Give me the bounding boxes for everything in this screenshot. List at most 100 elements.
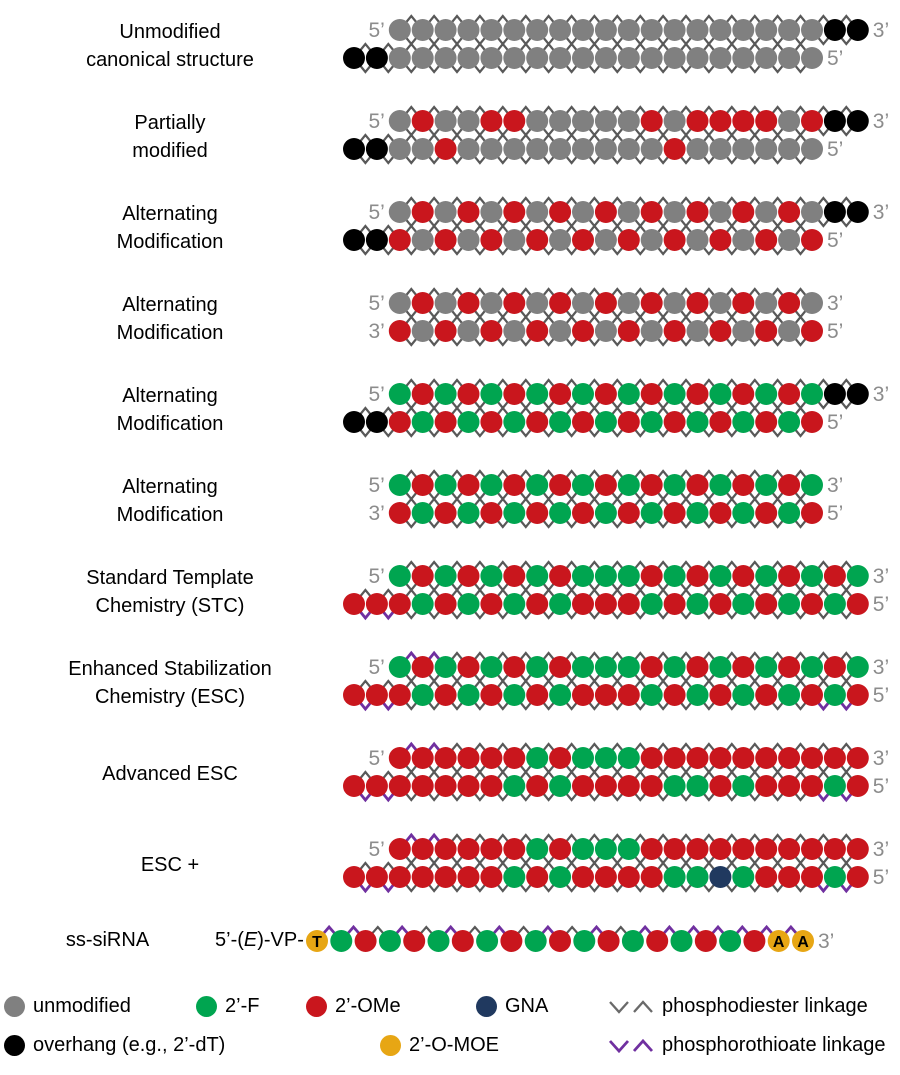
legend: unmodified 2’-F 2’-OMe GNA phosphodiester li…	[0, 975, 900, 1075]
nucleotide-circle	[617, 565, 640, 587]
nucleotide-circle	[434, 474, 457, 496]
duplex-diagram: 5’3’3’5’	[343, 105, 889, 165]
nucleotide-circle	[572, 747, 594, 769]
nucleotide-circle	[457, 138, 480, 160]
nucleotide-circle	[686, 775, 709, 797]
nucleotide-circle	[594, 502, 617, 524]
nucleotide-circle	[663, 47, 686, 69]
nucleotide-circle	[549, 656, 572, 678]
nucleotide-circle	[755, 502, 778, 524]
nucleotide-circle	[801, 656, 823, 678]
nucleotide-circle	[778, 201, 801, 223]
nucleotide-circle	[330, 930, 353, 952]
nucleotide-circle	[755, 565, 778, 587]
row-label-line: Alternating	[122, 475, 218, 498]
nucleotide-circle	[778, 138, 801, 160]
row-label-line: ESC +	[140, 853, 200, 876]
nucleotide-circle	[388, 838, 411, 860]
nucleotide-circle	[480, 201, 503, 223]
nucleotide-circle	[434, 383, 457, 405]
nucleotide-circle	[709, 684, 732, 706]
nucleotide-circle	[572, 19, 594, 41]
nucleotide-circle	[778, 320, 801, 342]
row-label: Alternating Modification	[0, 455, 340, 546]
nucleotide-circle	[686, 292, 709, 314]
terminal-label: 5’	[368, 110, 384, 133]
duplex-diagram: 5’3’3’5’	[343, 832, 889, 894]
nucleotide-circle	[709, 411, 732, 433]
nucleotide-circle	[594, 747, 617, 769]
nucleotide-circle	[503, 684, 526, 706]
nucleotide-circle	[663, 201, 686, 223]
nucleotide-circle	[823, 656, 846, 678]
nucleotide-circle	[549, 593, 572, 615]
nucleotide-circle	[663, 747, 686, 769]
duplex-diagram: 5’3’3’5’	[343, 650, 889, 712]
row-label: Alternating Modification	[0, 273, 340, 364]
nucleotide-circle	[640, 201, 663, 223]
row-label-line: Modification	[116, 412, 224, 435]
nucleotide-circle	[846, 201, 869, 223]
row-label: Enhanced Stabilization Chemistry (ESC)	[0, 637, 340, 728]
nucleotide-circle	[778, 656, 801, 678]
nucleotide-circle	[732, 775, 755, 797]
nucleotide-circle	[663, 502, 686, 524]
nucleotide-circle	[503, 838, 526, 860]
nucleotide-circle	[617, 411, 640, 433]
nucleotide-circle	[457, 502, 480, 524]
terminal-label: 5’	[368, 19, 384, 42]
nucleotide-circle	[686, 19, 709, 41]
nucleotide-circle	[572, 47, 594, 69]
row-label-line: canonical structure	[86, 48, 254, 71]
nucleotide-circle	[686, 502, 709, 524]
nucleotide-circle	[801, 684, 823, 706]
nucleotide-circle	[480, 838, 503, 860]
nucleotide-circle	[343, 866, 365, 888]
terminal-label: 3’	[368, 320, 384, 343]
nucleotide-circle	[403, 930, 426, 952]
nucleotide-circle	[594, 19, 617, 41]
nucleotide-circle	[434, 320, 457, 342]
nucleotide-circle	[663, 138, 686, 160]
nucleotide-circle	[457, 292, 480, 314]
nucleotide-circle	[846, 866, 869, 888]
nucleotide-circle	[388, 565, 411, 587]
nucleotide-circle	[594, 866, 617, 888]
nucleotide-circle	[526, 838, 549, 860]
nucleotide-circle	[411, 19, 434, 41]
row-label-line: Modification	[116, 503, 224, 526]
nucleotide-circle	[594, 656, 617, 678]
nucleotide-circle	[801, 201, 823, 223]
nucleotide-circle	[846, 684, 869, 706]
nucleotide-circle	[663, 656, 686, 678]
nucleotide-circle	[755, 320, 778, 342]
nucleotide-circle	[594, 383, 617, 405]
nucleotide-circle	[378, 930, 401, 952]
nucleotide-circle	[434, 138, 457, 160]
vp-prefix: 5’-(E)-VP-	[215, 929, 304, 952]
nucleotide-circle	[709, 229, 732, 251]
row-label-line: Chemistry (STC)	[95, 594, 245, 617]
nucleotide-circle	[411, 110, 434, 132]
nucleotide-circle	[686, 565, 709, 587]
nucleotide-circle	[572, 110, 594, 132]
nucleotide-circle	[343, 684, 365, 706]
nucleotide-circle	[663, 593, 686, 615]
nucleotide-circle	[549, 383, 572, 405]
nucleotide-circle	[617, 474, 640, 496]
nucleotide-circle	[572, 684, 594, 706]
terminal-label: 5’	[873, 775, 889, 798]
linkage-caret-glyph	[632, 1038, 654, 1052]
nucleotide-circle	[503, 229, 526, 251]
terminal-label: 3’	[873, 383, 889, 406]
row-label-line: Partially	[134, 111, 206, 134]
nucleotide-circle	[526, 656, 549, 678]
modification-row-8: Enhanced Stabilization Chemistry (ESC) 5’ 3…	[0, 637, 900, 728]
nucleotide-circle	[801, 47, 823, 69]
nucleotide-circle	[526, 110, 549, 132]
nucleotide-circle	[732, 320, 755, 342]
nucleotide-circle	[640, 138, 663, 160]
nucleotide-circle	[388, 866, 411, 888]
